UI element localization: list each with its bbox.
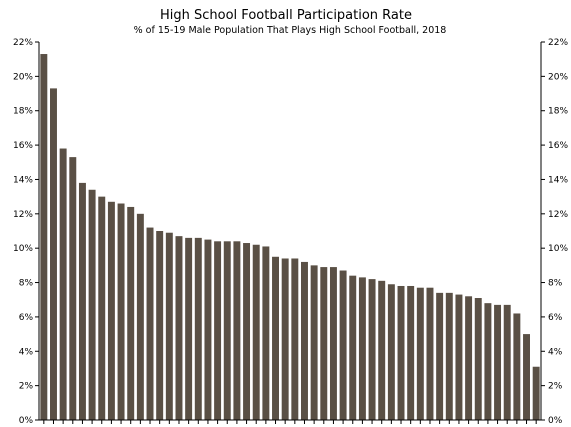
bar <box>310 265 318 420</box>
left-tick-label: 10% <box>13 244 33 254</box>
left-tick-label: 6% <box>19 313 34 323</box>
left-tick-label: 18% <box>13 107 33 117</box>
bar <box>185 237 193 420</box>
bar <box>156 231 164 420</box>
right-tick-label: 12% <box>548 210 568 220</box>
bar <box>233 241 241 420</box>
left-tick-label: 2% <box>19 382 34 392</box>
bar <box>165 232 173 420</box>
bar <box>281 258 289 420</box>
bar <box>532 366 540 420</box>
left-y-axis: 0% 2% 4% 6% 8% 10% 12% 14% 16% 18% 20% 22% <box>13 38 40 426</box>
bar <box>117 203 125 420</box>
left-tick-label: 20% <box>13 72 33 82</box>
bar <box>329 267 337 420</box>
bar <box>175 236 183 420</box>
right-tick-label: 16% <box>548 141 568 151</box>
bar <box>426 287 434 420</box>
bar <box>69 157 77 421</box>
bar <box>272 256 279 420</box>
right-tick-label: 20% <box>548 72 568 82</box>
right-tick-label: 0% <box>548 416 563 426</box>
bar <box>243 243 251 420</box>
bar <box>513 313 521 420</box>
bar <box>40 54 48 420</box>
bar <box>416 287 424 420</box>
bar <box>455 294 463 420</box>
bar <box>146 227 154 420</box>
bar <box>204 239 212 420</box>
bar <box>252 244 260 420</box>
left-tick-label: 8% <box>19 279 34 289</box>
left-tick-label: 12% <box>13 210 33 220</box>
x-axis <box>39 419 541 424</box>
bar <box>523 334 530 420</box>
right-tick-label: 14% <box>548 175 568 185</box>
right-tick-label: 18% <box>548 107 568 117</box>
bar <box>368 279 376 420</box>
right-tick-label: 10% <box>548 244 568 254</box>
bar <box>445 292 453 420</box>
bar <box>136 213 144 420</box>
bar <box>98 196 106 420</box>
bar <box>223 241 231 420</box>
bar <box>397 285 405 420</box>
bar <box>484 303 492 420</box>
left-tick-label: 14% <box>13 175 33 185</box>
bar <box>194 237 202 420</box>
bar <box>262 246 270 420</box>
bar <box>339 270 347 420</box>
right-tick-label: 2% <box>548 382 563 392</box>
bar <box>494 304 502 420</box>
bar <box>358 277 366 420</box>
left-tick-label: 22% <box>13 38 33 48</box>
right-tick-label: 22% <box>548 38 568 48</box>
bar <box>301 261 308 420</box>
bar <box>59 148 67 420</box>
right-y-axis: 0% 2% 4% 6% 8% 10% 12% 14% 16% 18% 20% 22% <box>540 38 568 426</box>
bar <box>88 189 96 420</box>
right-tick-label: 4% <box>548 347 563 357</box>
bar <box>127 206 135 420</box>
chart-subtitle: % of 15-19 Male Population That Plays Hi… <box>134 25 447 36</box>
bar <box>465 296 473 420</box>
bar <box>320 267 328 420</box>
bar <box>78 182 86 420</box>
bar <box>407 285 415 420</box>
bar <box>291 258 299 420</box>
chart-title: High School Football Participation Rate <box>160 8 412 23</box>
right-tick-label: 8% <box>548 279 563 289</box>
left-tick-label: 4% <box>19 347 34 357</box>
bar <box>378 280 386 420</box>
bar <box>349 275 357 420</box>
bar <box>387 284 395 420</box>
bar <box>214 241 222 420</box>
bar <box>436 292 444 420</box>
bar <box>503 304 511 420</box>
left-tick-label: 16% <box>13 141 33 151</box>
bar <box>50 88 57 421</box>
bar <box>107 201 115 420</box>
bar <box>474 298 482 420</box>
left-tick-label: 0% <box>19 416 34 426</box>
right-tick-label: 6% <box>548 313 563 323</box>
bars <box>40 54 540 421</box>
